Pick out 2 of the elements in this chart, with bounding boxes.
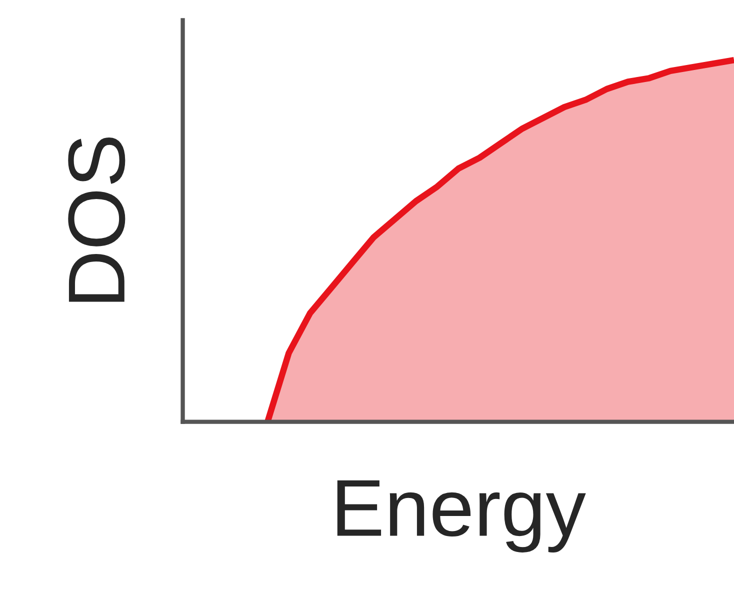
x-axis-title: Energy bbox=[337, 480, 586, 552]
y-axis-title: DOS bbox=[68, 137, 126, 302]
